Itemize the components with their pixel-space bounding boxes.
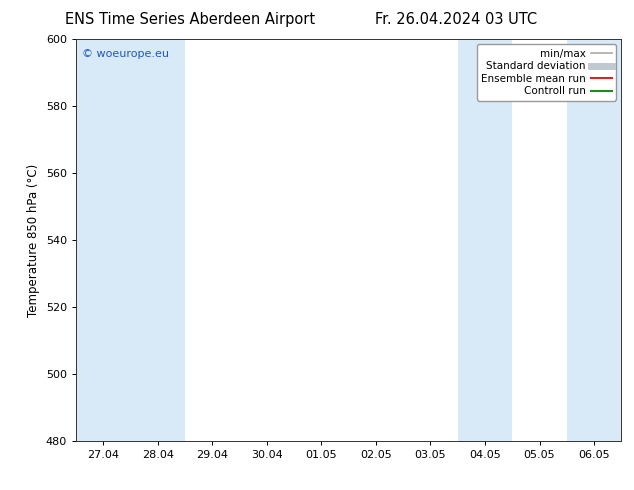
Text: © woeurope.eu: © woeurope.eu: [82, 49, 169, 59]
Text: Fr. 26.04.2024 03 UTC: Fr. 26.04.2024 03 UTC: [375, 12, 538, 27]
Bar: [76, 39, 185, 441]
Text: ENS Time Series Aberdeen Airport: ENS Time Series Aberdeen Airport: [65, 12, 315, 27]
Legend: min/max, Standard deviation, Ensemble mean run, Controll run: min/max, Standard deviation, Ensemble me…: [477, 45, 616, 100]
Bar: [458, 39, 512, 441]
Y-axis label: Temperature 850 hPa (°C): Temperature 850 hPa (°C): [27, 164, 40, 317]
Bar: [567, 39, 634, 441]
